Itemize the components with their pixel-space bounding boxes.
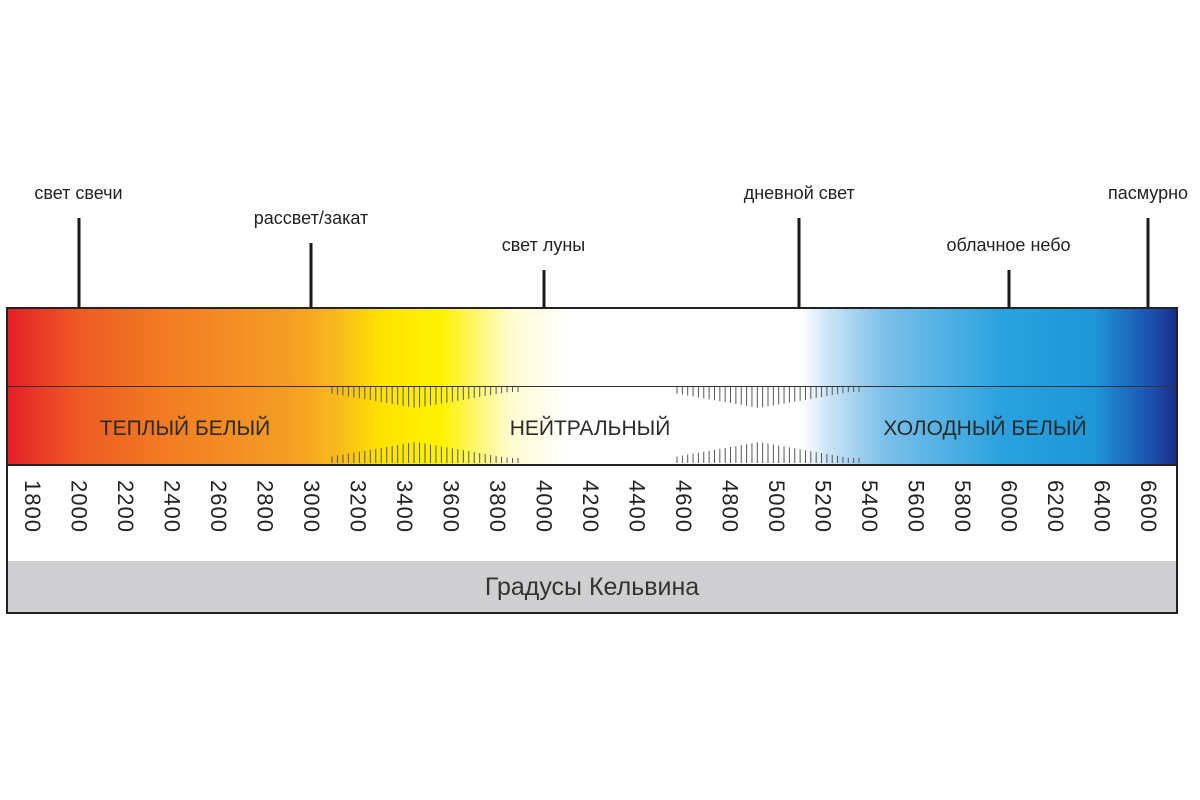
kelvin-tick-label: 6200 <box>1043 480 1068 533</box>
marker-line <box>797 218 801 348</box>
kelvin-tick-label: 2400 <box>159 480 185 533</box>
kelvin-tick-label: 6400 <box>1089 480 1115 533</box>
marker-label: облачное небо <box>946 235 1071 255</box>
kelvin-tick-label: 4000 <box>531 480 557 533</box>
kelvin-tick-label: 3600 <box>438 480 464 533</box>
marker-label: свет луны <box>501 235 586 255</box>
kelvin-tick-label: 3800 <box>485 480 510 533</box>
kelvin-tick-label: 5400 <box>857 480 882 533</box>
kelvin-tick-label: 5000 <box>764 480 789 533</box>
kelvin-tick-label: 6600 <box>1136 480 1161 533</box>
kelvin-tick-label: 4600 <box>671 480 696 533</box>
kelvin-scale: 1800 2000 2200 2400 2600 2800 3000 3200 3400 3600… <box>8 466 1176 561</box>
kelvin-tick-label: 5600 <box>903 480 929 533</box>
marker-label: рассвет/закат <box>253 208 369 228</box>
kelvin-tick-label: 2200 <box>113 480 138 533</box>
marker-label: свет свечи <box>34 183 123 203</box>
marker-line <box>77 218 80 348</box>
kelvin-tick-label: 3000 <box>299 480 324 533</box>
kelvin-tick-label: 4800 <box>717 480 743 533</box>
kelvin-tick-label: 5200 <box>810 480 836 533</box>
kelvin-tick-label: 6000 <box>996 480 1022 533</box>
kelvin-tick-label: 2800 <box>252 480 278 533</box>
kelvin-tick-label: 4400 <box>624 480 650 533</box>
hatch-ticks <box>331 387 860 463</box>
marker-line <box>309 243 313 348</box>
divider-line <box>8 386 1176 387</box>
temperature-gradient-band: ТЕПЛЫЙ БЕЛЫЙ НЕЙТРАЛЬНЫЙ ХОЛОДНЫЙ БЕЛЫЙ <box>8 309 1176 466</box>
kelvin-tick-label: 2600 <box>206 480 231 533</box>
kelvin-tick-label: 3200 <box>345 480 371 533</box>
color-temperature-scale: ТЕПЛЫЙ БЕЛЫЙ НЕЙТРАЛЬНЫЙ ХОЛОДНЫЙ БЕЛЫЙ … <box>6 307 1178 614</box>
marker-label: пасмурно <box>1107 183 1189 203</box>
kelvin-tick-label: 5800 <box>950 480 975 533</box>
zone-neutral: НЕЙТРАЛЬНЫЙ <box>509 417 671 440</box>
zone-cool-white: ХОЛОДНЫЙ БЕЛЫЙ <box>883 417 1087 440</box>
kelvin-tick-label: 4200 <box>578 480 603 533</box>
kelvin-tick-label: 2000 <box>66 480 92 533</box>
kelvin-tick-label: 1800 <box>20 480 45 533</box>
axis-title: Градусы Кельвина <box>8 561 1176 612</box>
marker-label: дневной свет <box>743 183 855 203</box>
kelvin-tick-label: 3400 <box>392 480 417 533</box>
marker-line <box>1146 218 1150 348</box>
zone-warm-white: ТЕПЛЫЙ БЕЛЫЙ <box>99 417 271 440</box>
